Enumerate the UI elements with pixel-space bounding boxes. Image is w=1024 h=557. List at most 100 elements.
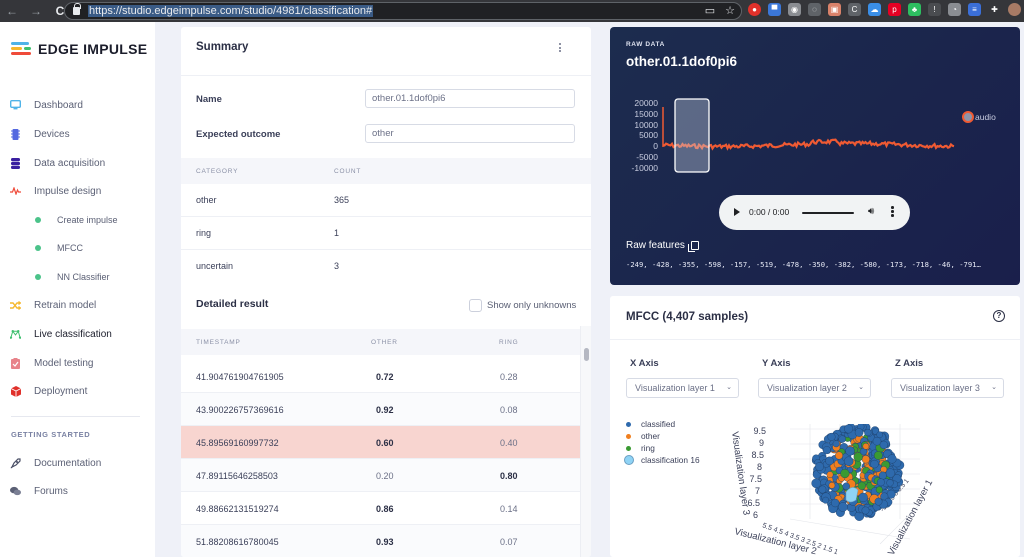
- timestamp-cell: 49.88662131519274: [196, 504, 279, 514]
- classification-16-point[interactable]: [845, 487, 859, 503]
- ext-red-icon[interactable]: ●: [748, 3, 761, 16]
- sidebar-item-dashboard[interactable]: Dashboard: [0, 94, 155, 116]
- z-axis-ticks: 9.5 9 8.5 8 7.5 7 6.5 6: [747, 426, 766, 520]
- legend-item-classified[interactable]: classified: [624, 418, 700, 430]
- show-only-unknowns-checkbox[interactable]: [469, 299, 482, 312]
- mfcc-feature-explorer-card: MFCC (4,407 samples) ? X Axis Visualizat…: [610, 296, 1020, 557]
- back-button[interactable]: ←: [6, 4, 18, 18]
- raw-waveform-chart[interactable]: [660, 97, 960, 177]
- y-axis-select[interactable]: Visualization layer 2 ⌄: [758, 378, 871, 398]
- timestamp-cell: 41.904761904761905: [196, 372, 284, 382]
- raw-features-values: -249, -428, -355, -598, -157, -519, -478…: [626, 260, 981, 269]
- timestamp-cell: 51.88208616780045: [196, 537, 279, 547]
- detailed-table-scrollbar[interactable]: [580, 326, 591, 557]
- copy-icon[interactable]: [687, 241, 699, 252]
- legend-label: classified: [641, 419, 676, 429]
- sidebar-item-impulse-design[interactable]: Impulse design: [0, 180, 155, 202]
- ring-score-cell: 0.14: [500, 504, 518, 514]
- x-axis-select[interactable]: Visualization layer 1 ⌄: [626, 378, 739, 398]
- legend-marker-icon: [626, 445, 631, 451]
- ext-evernote-icon[interactable]: ♣: [908, 3, 921, 16]
- table-row[interactable]: 49.88662131519274 0.86 0.14: [181, 492, 580, 525]
- y-tick: 20000: [634, 98, 658, 108]
- url-text[interactable]: https://studio.edgeimpulse.com/studio/49…: [88, 5, 374, 17]
- show-only-unknowns-label[interactable]: Show only unknowns: [487, 300, 577, 311]
- ext-avatar-icon[interactable]: [1008, 3, 1021, 16]
- sidebar-item-data-acquisition[interactable]: Data acquisition: [0, 152, 155, 174]
- window-selection-handle[interactable]: [674, 98, 710, 173]
- ext-gauge-icon[interactable]: ◔: [948, 3, 961, 16]
- name-input[interactable]: other.01.1dof0pi6: [365, 89, 575, 108]
- volume-icon[interactable]: 🔊︎: [868, 206, 875, 217]
- help-icon[interactable]: ?: [993, 310, 1005, 322]
- table-row[interactable]: 41.904761904761905 0.72 0.28: [181, 360, 580, 393]
- sidebar-item-devices[interactable]: Devices: [0, 123, 155, 145]
- ext-bulb-icon[interactable]: ◌: [808, 3, 821, 16]
- table-row[interactable]: 43.900226757369616 0.92 0.08: [181, 393, 580, 426]
- brand-logo[interactable]: EDGE IMPULSE: [11, 41, 147, 57]
- y-tick: 0: [653, 141, 658, 152]
- box-icon: [10, 385, 21, 397]
- ext-puzzle-icon[interactable]: ✚: [988, 3, 1001, 16]
- y-tick: -5000: [636, 151, 658, 162]
- ext-pinterest-icon[interactable]: p: [888, 3, 901, 16]
- column-header-timestamp: TIMESTAMP: [196, 339, 241, 346]
- address-bar[interactable]: https://studio.edgeimpulse.com/studio/49…: [64, 2, 742, 20]
- count-cell: 365: [334, 195, 350, 205]
- reload-button[interactable]: C: [55, 4, 65, 18]
- sidebar: EDGE IMPULSE Dashboard Devices Data acqu…: [0, 22, 155, 557]
- category-cell: uncertain: [196, 261, 234, 271]
- other-score-cell: 0.86: [376, 504, 394, 514]
- ext-cloud-icon[interactable]: ☁: [868, 3, 881, 16]
- ext-monitor-icon[interactable]: ▀: [768, 3, 781, 16]
- sidebar-item-nn-classifier[interactable]: NN Classifier: [0, 266, 155, 288]
- chart-legend[interactable]: audio: [962, 111, 996, 123]
- 3d-scatter-plot[interactable]: 9.5 9 8.5 8 7.5 7 6.5 6 5.5 4.5 4 3.5 3 …: [720, 424, 1020, 557]
- ext-photo-icon[interactable]: ▣: [828, 3, 841, 16]
- expected-outcome-label: Expected outcome: [196, 129, 281, 140]
- extensions-bar: ● ▀ ◉ ◌ ▣ C ☁ p ♣! ◔ ≡ ✚: [748, 3, 1021, 16]
- svg-text:8.5: 8.5: [751, 450, 764, 460]
- sidebar-item-documentation[interactable]: Documentation: [0, 452, 155, 474]
- audio-progress-slider[interactable]: [802, 212, 854, 214]
- y-axis-ticks: 20000 15000 10000 5000 0 -5000 -10000: [626, 98, 658, 174]
- database-icon: [10, 157, 21, 169]
- sidebar-item-mfcc[interactable]: MFCC: [0, 237, 155, 259]
- bookmark-star-icon[interactable]: ☆: [725, 5, 735, 17]
- ext-c-icon[interactable]: C: [848, 3, 861, 16]
- expected-outcome-input[interactable]: other: [365, 124, 575, 143]
- sidebar-item-model-testing[interactable]: Model testing: [0, 352, 155, 374]
- legend-item-other[interactable]: other: [624, 430, 700, 442]
- svg-text:9: 9: [759, 438, 764, 448]
- scatter-legend: classified other ring classification 16: [624, 418, 700, 466]
- forward-button[interactable]: →: [30, 4, 42, 18]
- table-row[interactable]: 47.89115646258503 0.20 0.80: [181, 459, 580, 492]
- sidebar-item-live-classification[interactable]: Live classification: [0, 323, 155, 345]
- legend-item-classification-16[interactable]: classification 16: [624, 454, 700, 466]
- audio-more-icon[interactable]: [891, 206, 894, 217]
- column-header-other: OTHER: [371, 339, 398, 346]
- pulse-icon: [10, 186, 21, 197]
- table-row-highlighted[interactable]: 45.89569160997732 0.60 0.40: [181, 426, 580, 459]
- legend-label: other: [641, 431, 660, 441]
- ext-gray-circle-icon[interactable]: ◉: [788, 3, 801, 16]
- scrollbar-thumb[interactable]: [584, 348, 589, 361]
- table-row[interactable]: 51.88208616780045 0.93 0.07: [181, 525, 580, 557]
- sidebar-item-retrain-model[interactable]: Retrain model: [0, 294, 155, 316]
- ext-info-icon[interactable]: !: [928, 3, 941, 16]
- more-options-icon[interactable]: [557, 43, 563, 55]
- other-score-cell: 0.93: [376, 537, 394, 547]
- sidebar-item-create-impulse[interactable]: Create impulse: [0, 209, 155, 231]
- sidebar-item-forums[interactable]: Forums: [0, 480, 155, 502]
- ext-list-icon[interactable]: ≡: [968, 3, 981, 16]
- play-icon[interactable]: [734, 208, 740, 216]
- sidebar-item-deployment[interactable]: Deployment: [0, 380, 155, 402]
- column-header-category: CATEGORY: [196, 168, 239, 175]
- ring-score-cell: 0.07: [500, 537, 518, 547]
- cast-icon[interactable]: ▭: [704, 5, 716, 17]
- y-tick: -10000: [631, 162, 658, 173]
- legend-label: ring: [641, 443, 655, 453]
- z-axis-select[interactable]: Visualization layer 3 ⌄: [891, 378, 1004, 398]
- count-cell: 3: [334, 261, 340, 271]
- legend-item-ring[interactable]: ring: [624, 442, 700, 454]
